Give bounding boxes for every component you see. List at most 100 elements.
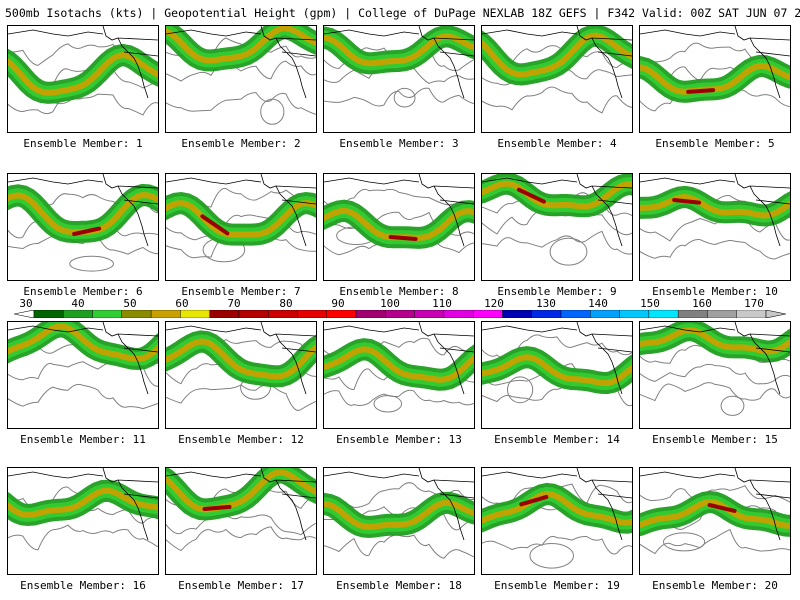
jet-core — [640, 193, 790, 219]
colorbar-right-arrow — [765, 310, 786, 318]
ensemble-member-label: Ensemble Member: 2 — [181, 137, 301, 150]
coastline — [8, 468, 158, 541]
map-canvas — [324, 174, 474, 256]
ensemble-map-panel — [165, 173, 317, 281]
colorbar-segment — [648, 310, 679, 318]
ensemble-member-label: Ensemble Member: 14 — [494, 433, 620, 446]
jet-core — [324, 33, 474, 67]
height-contour — [8, 234, 158, 255]
height-contour — [640, 363, 790, 385]
colorbar-tick-label: 110 — [432, 297, 452, 310]
colorbar-tick-label: 40 — [71, 297, 85, 310]
jet-max — [72, 226, 102, 236]
height-contour-closed — [260, 98, 285, 125]
isotach-colorbar — [14, 310, 786, 318]
height-contour — [640, 528, 790, 555]
height-contour-closed — [373, 395, 403, 413]
ensemble-map-panel — [639, 25, 791, 133]
ensemble-map-panel — [323, 467, 475, 575]
ensemble-member-label: Ensemble Member: 6 — [23, 285, 143, 298]
colorbar-tick-label: 140 — [588, 297, 608, 310]
colorbar-tick-label: 80 — [279, 297, 293, 310]
height-contour — [324, 534, 474, 559]
jet-core — [324, 346, 474, 383]
map-canvas — [324, 468, 474, 559]
map-canvas — [482, 468, 632, 569]
height-contour — [8, 383, 158, 410]
ensemble-member-label: Ensemble Member: 5 — [655, 137, 775, 150]
colorbar-segment — [560, 310, 591, 318]
jet-max — [686, 88, 716, 94]
height-contour — [640, 382, 790, 402]
coastline — [482, 468, 632, 541]
map-canvas — [166, 468, 316, 552]
jet-core — [640, 498, 790, 529]
height-contour — [324, 87, 474, 107]
height-contour — [166, 214, 316, 241]
jet-max — [516, 187, 546, 204]
colorbar-segment — [355, 310, 386, 318]
coastline — [640, 174, 790, 247]
coastline — [640, 468, 790, 541]
ensemble-map-panel — [639, 321, 791, 429]
colorbar-tick-label: 60 — [175, 297, 189, 310]
jet-core — [482, 490, 632, 526]
colorbar-tick-label: 90 — [331, 297, 345, 310]
coastline — [8, 174, 158, 247]
colorbar-tick-label: 50 — [123, 297, 137, 310]
map-canvas — [8, 174, 158, 272]
coastline — [640, 322, 790, 395]
map-canvas — [8, 322, 158, 410]
ensemble-member-label: Ensemble Member: 4 — [497, 137, 617, 150]
coastline — [8, 26, 158, 99]
ensemble-map-panel — [165, 467, 317, 575]
colorbar-segment — [736, 310, 767, 318]
ensemble-map-panel — [481, 321, 633, 429]
height-contour — [482, 86, 632, 114]
height-contour-closed — [506, 376, 534, 404]
ensemble-map-panel — [639, 173, 791, 281]
colorbar-segment — [209, 310, 240, 318]
map-canvas — [8, 26, 158, 116]
ensemble-member-label: Ensemble Member: 11 — [20, 433, 146, 446]
colorbar-segment — [502, 310, 532, 318]
height-contour — [166, 526, 316, 552]
ensemble-map-panel — [481, 25, 633, 133]
colorbar-segment — [473, 310, 503, 318]
colorbar-tick-label: 150 — [640, 297, 660, 310]
jet-max — [388, 235, 418, 241]
map-canvas — [640, 174, 790, 260]
jet-core — [640, 327, 790, 355]
height-contour-closed — [529, 543, 574, 569]
jet-max — [672, 198, 702, 205]
height-contour-closed — [393, 87, 416, 108]
ensemble-map-panel — [7, 25, 159, 133]
colorbar-segment — [297, 310, 327, 318]
jet-core — [166, 200, 316, 238]
ensemble-map-panel — [481, 173, 633, 281]
jet-core — [482, 354, 632, 387]
height-contour — [166, 514, 316, 536]
colorbar-segment — [414, 310, 445, 318]
ensemble-map-panel — [323, 25, 475, 133]
map-canvas — [8, 468, 158, 551]
colorbar-segment — [326, 310, 357, 318]
colorbar-segment — [385, 310, 415, 318]
ensemble-member-label: Ensemble Member: 3 — [339, 137, 459, 150]
ensemble-map-panel — [7, 173, 159, 281]
height-contour — [324, 389, 474, 406]
ensemble-map-panel — [323, 321, 475, 429]
colorbar-segment — [121, 310, 152, 318]
jet-core — [324, 499, 474, 531]
jet-core — [166, 338, 316, 380]
colorbar-segment — [443, 310, 474, 318]
ensemble-map-panel — [165, 321, 317, 429]
ensemble-member-label: Ensemble Member: 17 — [178, 579, 304, 592]
coastline — [8, 322, 158, 395]
jet-core — [640, 62, 790, 95]
colorbar-segment — [531, 310, 562, 318]
height-contour — [166, 92, 316, 115]
colorbar-left-arrow — [14, 310, 35, 318]
map-canvas — [640, 322, 790, 416]
colorbar-segment — [707, 310, 737, 318]
